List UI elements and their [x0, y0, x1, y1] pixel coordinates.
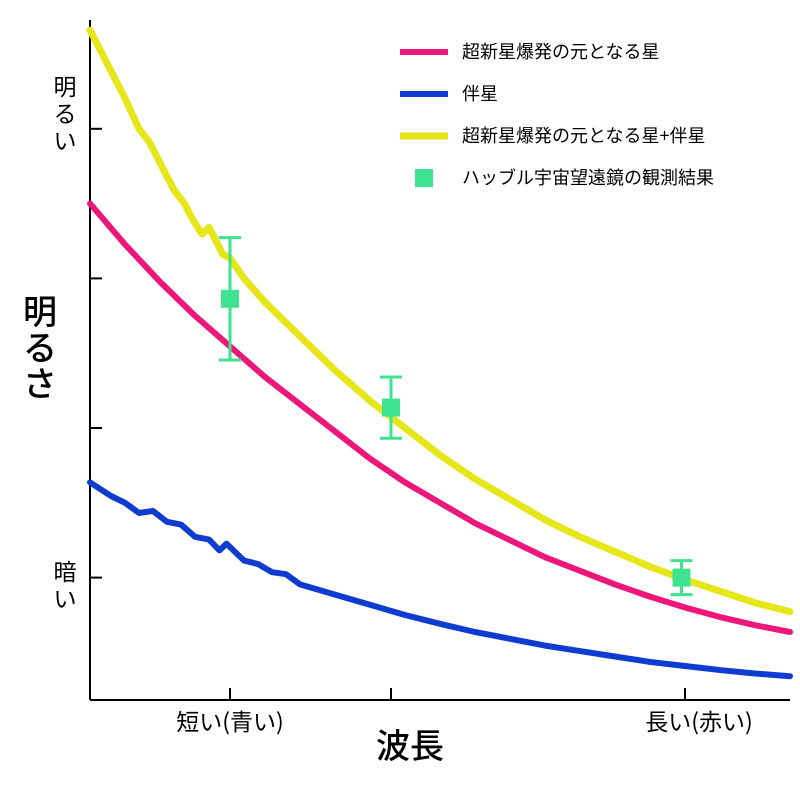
- x-axis-label: 波長: [376, 719, 444, 768]
- legend-progenitor-label: 超新星爆発の元となる星: [462, 38, 659, 64]
- y-axis-bottom-label: い: [54, 580, 77, 614]
- x-axis-right-label: 長い(赤い): [645, 703, 753, 737]
- legend-companion-label: 伴星: [462, 80, 498, 106]
- data-point-marker: [673, 569, 691, 587]
- chart-container: 超新星爆発の元となる星伴星超新星爆発の元となる星+伴星ハッブル宇宙望遠鏡の観測結…: [0, 0, 800, 793]
- x-axis-left-label: 短い(青い): [176, 703, 284, 737]
- brightness-wavelength-chart: 超新星爆発の元となる星伴星超新星爆発の元となる星+伴星ハッブル宇宙望遠鏡の観測結…: [0, 0, 800, 793]
- y-axis-label: さ: [23, 357, 57, 406]
- data-point-marker: [221, 290, 239, 308]
- legend-sum-label: 超新星爆発の元となる星+伴星: [462, 122, 705, 148]
- y-axis-top-label: い: [54, 122, 77, 156]
- legend-hubble-label: ハッブル宇宙望遠鏡の観測結果: [462, 164, 714, 190]
- legend-hubble-swatch: [415, 169, 433, 187]
- data-point-marker: [382, 399, 400, 417]
